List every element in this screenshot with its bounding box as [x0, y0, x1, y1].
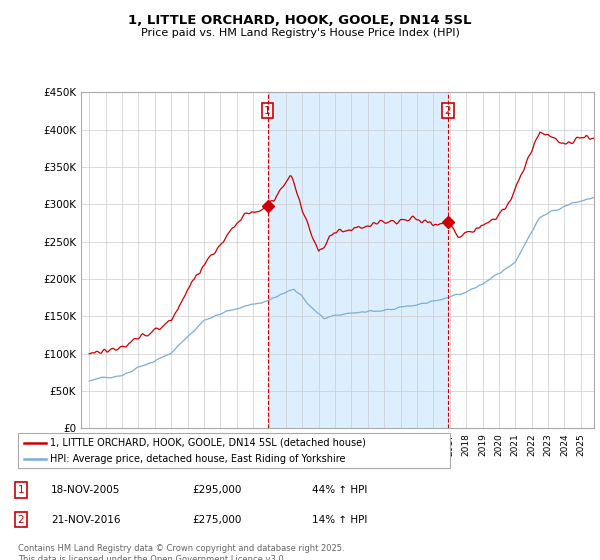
Text: £295,000: £295,000	[192, 485, 241, 495]
Text: 18-NOV-2005: 18-NOV-2005	[51, 485, 121, 495]
Text: 1, LITTLE ORCHARD, HOOK, GOOLE, DN14 5SL (detached house): 1, LITTLE ORCHARD, HOOK, GOOLE, DN14 5SL…	[50, 437, 366, 447]
Text: Contains HM Land Registry data © Crown copyright and database right 2025.
This d: Contains HM Land Registry data © Crown c…	[18, 544, 344, 560]
Text: 21-NOV-2016: 21-NOV-2016	[51, 515, 121, 525]
Text: Price paid vs. HM Land Registry's House Price Index (HPI): Price paid vs. HM Land Registry's House …	[140, 28, 460, 38]
Text: 2: 2	[17, 515, 25, 525]
Text: 1: 1	[17, 485, 25, 495]
Bar	[268, 92, 448, 428]
Text: 14% ↑ HPI: 14% ↑ HPI	[312, 515, 367, 525]
Text: 1, LITTLE ORCHARD, HOOK, GOOLE, DN14 5SL: 1, LITTLE ORCHARD, HOOK, GOOLE, DN14 5SL	[128, 14, 472, 27]
Text: HPI: Average price, detached house, East Riding of Yorkshire: HPI: Average price, detached house, East…	[50, 454, 346, 464]
Text: £275,000: £275,000	[192, 515, 241, 525]
Text: 1: 1	[264, 106, 271, 116]
Text: 44% ↑ HPI: 44% ↑ HPI	[312, 485, 367, 495]
FancyBboxPatch shape	[18, 433, 450, 468]
Text: 2: 2	[445, 106, 451, 116]
